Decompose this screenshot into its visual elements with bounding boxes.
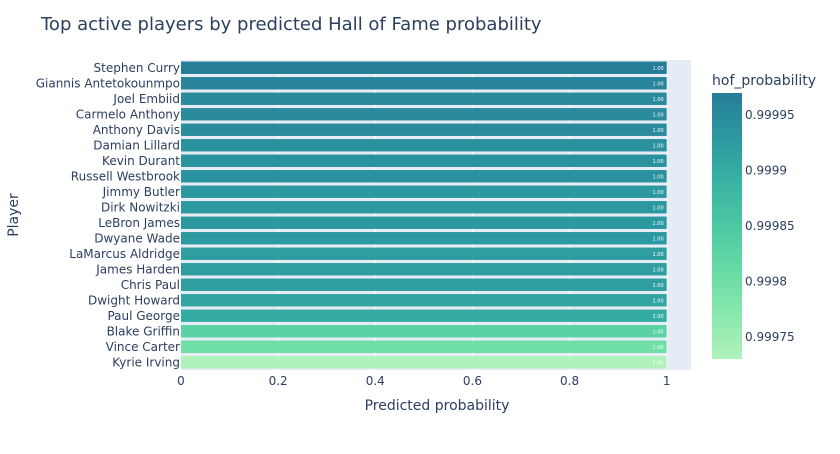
y-tick-label: Dirk Nowitzki <box>101 200 180 214</box>
colorbar-tick-label: 0.99975 <box>745 330 795 344</box>
data-labels: 1.00 1.00 1.00 1.00 1.00 1.00 1.00 1.00 1.00 1.00… <box>652 66 663 367</box>
y-tick-label: Russell Westbrook <box>71 169 180 183</box>
colorbar-tick-label: 0.9998 <box>745 274 787 288</box>
y-tick-label: Stephen Curry <box>94 61 180 75</box>
data-label: 1.00 <box>653 314 664 320</box>
colorbar-tick-label: 0.9999 <box>745 164 787 178</box>
bar <box>181 201 667 214</box>
bar <box>181 325 667 338</box>
data-label: 1.00 <box>653 252 664 258</box>
y-tick-label: Joel Embiid <box>112 92 180 106</box>
bar <box>181 356 667 369</box>
data-label: 1.00 <box>652 329 663 335</box>
bar <box>181 61 667 74</box>
y-tick-label: Kevin Durant <box>102 154 180 168</box>
y-tick-label: Vince Carter <box>106 340 180 354</box>
y-tick-label: Damian Lillard <box>93 138 180 152</box>
y-tick-label: LaMarcus Aldridge <box>69 247 180 261</box>
y-tick-label: Chris Paul <box>121 278 180 292</box>
bar <box>181 232 667 245</box>
y-tick-label: Jimmy Butler <box>102 185 180 199</box>
bar <box>181 170 667 183</box>
data-label: 1.00 <box>653 159 664 165</box>
y-tick-label: Dwyane Wade <box>94 231 180 245</box>
data-label: 1.00 <box>653 221 664 227</box>
x-tick-label: 0.4 <box>366 374 385 388</box>
plot-background <box>181 60 691 370</box>
y-tick-label: James Harden <box>95 262 180 276</box>
bar <box>181 216 667 229</box>
data-label: 1.00 <box>653 298 664 304</box>
data-label: 1.00 <box>653 267 664 273</box>
data-label: 1.00 <box>653 81 664 87</box>
data-label: 1.00 <box>653 128 664 134</box>
bar <box>181 92 667 105</box>
chart-title: Top active players by predicted Hall of … <box>40 14 542 35</box>
data-label: 1.00 <box>653 112 664 118</box>
bar <box>181 309 667 322</box>
y-tick-label: Anthony Davis <box>93 123 180 137</box>
bar <box>181 247 667 260</box>
x-axis-title: Predicted probability <box>365 398 510 414</box>
data-label: 1.00 <box>653 236 664 242</box>
data-label: 1.00 <box>653 174 664 180</box>
data-label: 1.00 <box>652 345 663 351</box>
y-tick-label: Dwight Howard <box>88 293 180 307</box>
y-tick-label: Kyrie Irving <box>112 355 180 369</box>
data-label: 1.00 <box>652 360 663 366</box>
colorbar <box>712 93 742 359</box>
bar <box>181 77 667 90</box>
data-label: 1.00 <box>653 66 664 72</box>
bar <box>181 340 667 353</box>
y-tick-label: Paul George <box>107 309 180 323</box>
data-label: 1.00 <box>653 283 664 289</box>
colorbar-ticks: 0.99975 0.9998 0.99985 0.9999 0.99995 <box>745 108 795 344</box>
y-tick-label: Blake Griffin <box>107 324 180 338</box>
bar <box>181 154 667 167</box>
y-tick-label: LeBron James <box>98 216 180 230</box>
x-tick-label: 1 <box>663 374 671 388</box>
x-tick-labels: 0 0.2 0.4 0.6 0.8 1 <box>177 374 670 388</box>
bar <box>181 108 667 121</box>
bar <box>181 294 667 307</box>
y-tick-label: Giannis Antetokounmpo <box>36 76 180 90</box>
y-axis-title: Player <box>6 193 22 237</box>
data-label: 1.00 <box>653 205 664 211</box>
bars <box>181 61 667 369</box>
bar <box>181 185 667 198</box>
y-tick-label: Carmelo Anthony <box>76 107 180 121</box>
data-label: 1.00 <box>653 190 664 196</box>
x-tick-label: 0.8 <box>560 374 579 388</box>
colorbar-title: hof_probability <box>712 73 816 89</box>
x-tick-label: 0.2 <box>269 374 288 388</box>
colorbar-tick-label: 0.99995 <box>745 108 795 122</box>
bar <box>181 123 667 136</box>
x-tick-label: 0.6 <box>463 374 482 388</box>
bar <box>181 139 667 152</box>
colorbar-tick-label: 0.99985 <box>745 219 795 233</box>
bar <box>181 263 667 276</box>
x-tick-label: 0 <box>177 374 185 388</box>
bar <box>181 278 667 291</box>
data-label: 1.00 <box>653 97 664 103</box>
data-label: 1.00 <box>653 143 664 149</box>
